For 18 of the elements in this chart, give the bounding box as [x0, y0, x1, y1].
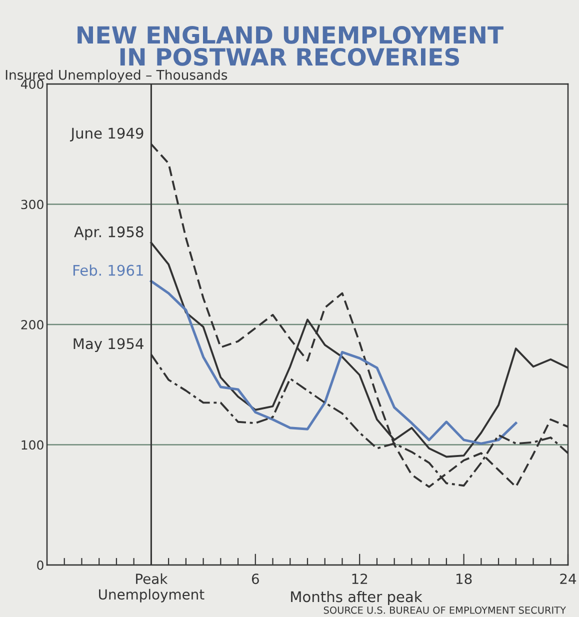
x-tick-label: 18 [456, 574, 472, 584]
line-series [150, 280, 518, 445]
series-label: Feb. 1961 [73, 264, 143, 276]
x-tick-label: 24 [560, 574, 576, 584]
y-tick-label: 400 [20, 79, 44, 89]
series-label: Apr. 1958 [74, 226, 144, 240]
y-tick-label: 200 [21, 320, 44, 330]
x-tick-label: 12 [352, 574, 368, 584]
chart-title: NEW ENGLAND UNEMPLOYMENT IN POSTWAR RECOVERIES [78, 26, 504, 66]
source-note: SOURCE U.S. BUREAU OF EMPLOYMENT SECURITY [324, 606, 566, 614]
y-tick-label: 100 [22, 440, 44, 450]
series-label: June 1949 [70, 128, 144, 142]
x-tick-label: Peak Unemployment [99, 573, 204, 602]
y-tick-label: 300 [21, 200, 44, 210]
y-tick-label: 0 [37, 560, 44, 570]
x-axis-title: Months after peak [291, 590, 422, 606]
series-label: May 1954 [74, 338, 144, 352]
x-tick-label: 6 [252, 574, 259, 584]
